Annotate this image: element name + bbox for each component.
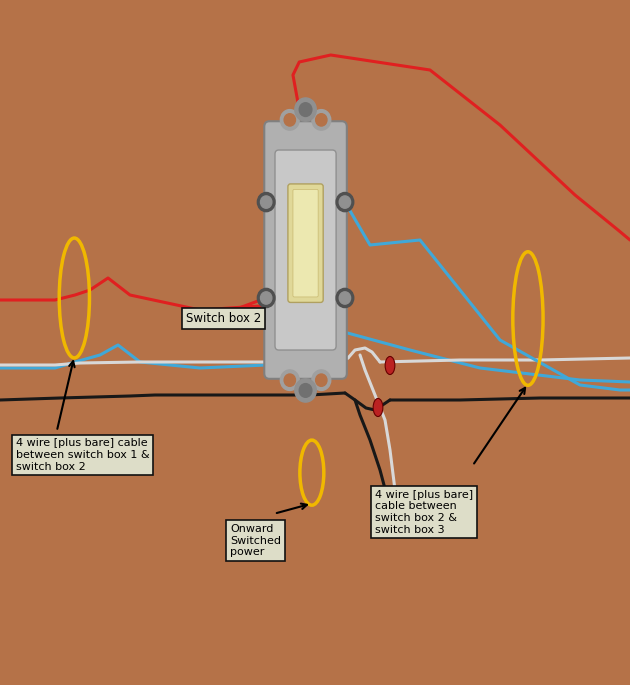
Text: Onward
Switched
power: Onward Switched power bbox=[230, 524, 281, 557]
Circle shape bbox=[299, 384, 312, 397]
Text: 4 wire [plus bare] cable
between switch box 1 &
switch box 2: 4 wire [plus bare] cable between switch … bbox=[16, 438, 149, 471]
FancyBboxPatch shape bbox=[293, 189, 318, 297]
Circle shape bbox=[339, 196, 350, 208]
Circle shape bbox=[299, 103, 312, 116]
FancyBboxPatch shape bbox=[264, 121, 346, 379]
FancyBboxPatch shape bbox=[275, 150, 336, 350]
Ellipse shape bbox=[373, 399, 383, 416]
Circle shape bbox=[284, 114, 295, 126]
Circle shape bbox=[258, 192, 275, 212]
Text: Switch box 2: Switch box 2 bbox=[186, 312, 261, 325]
Circle shape bbox=[336, 192, 354, 212]
Circle shape bbox=[312, 110, 331, 130]
Circle shape bbox=[261, 196, 272, 208]
Circle shape bbox=[280, 370, 299, 390]
Circle shape bbox=[295, 98, 316, 121]
Circle shape bbox=[295, 379, 316, 402]
Circle shape bbox=[316, 114, 327, 126]
FancyBboxPatch shape bbox=[288, 184, 323, 303]
Circle shape bbox=[284, 374, 295, 386]
Circle shape bbox=[258, 288, 275, 308]
Text: 4 wire [plus bare]
cable between
switch box 2 &
switch box 3: 4 wire [plus bare] cable between switch … bbox=[375, 490, 473, 534]
Ellipse shape bbox=[385, 356, 395, 375]
Circle shape bbox=[316, 374, 327, 386]
Circle shape bbox=[280, 110, 299, 130]
Circle shape bbox=[339, 292, 350, 304]
Circle shape bbox=[336, 288, 354, 308]
Circle shape bbox=[312, 370, 331, 390]
Circle shape bbox=[261, 292, 272, 304]
